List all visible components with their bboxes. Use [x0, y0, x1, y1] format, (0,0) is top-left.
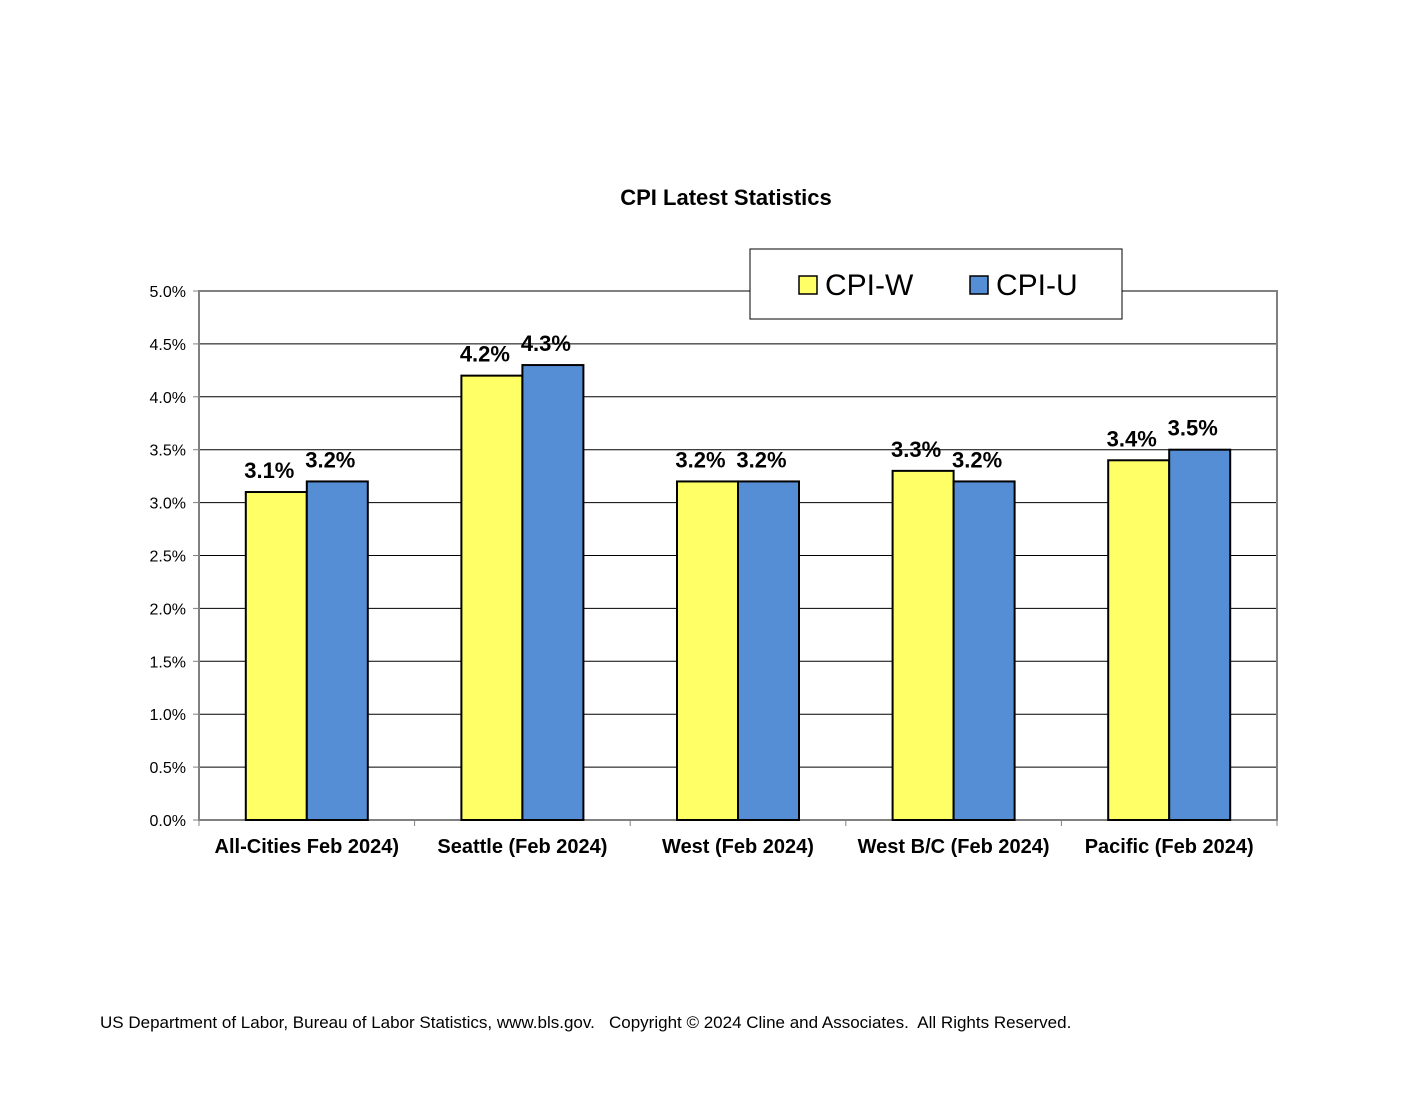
legend-swatch-cpi-u [969, 275, 989, 295]
data-label: 4.3% [521, 331, 571, 356]
bar-cpi-w [460, 374, 524, 821]
y-tick-label: 3.0% [150, 496, 186, 513]
data-label: 3.2% [675, 447, 725, 472]
bar-cpi-u [1168, 448, 1232, 821]
data-labels: 3.1% 3.2% 4.2% 4.3% 3.2% 3.2% 3.3% 3.2% 3.4% 3.5% [244, 331, 1218, 483]
data-label: 3.2% [736, 447, 786, 472]
bar-cpi-u [952, 480, 1016, 821]
y-tick-label: 5.0% [150, 284, 186, 301]
x-category-label: West (Feb 2024) [662, 836, 814, 858]
bar-cpi-u [305, 480, 369, 821]
bar-cpi-w [244, 491, 308, 821]
y-tick-label: 3.5% [150, 443, 186, 460]
data-label: 3.2% [305, 447, 355, 472]
y-tick-label: 4.0% [150, 390, 186, 407]
bar-cpi-u [521, 364, 585, 821]
y-axis-ticks: 0.0% 0.5% 1.0% 1.5% 2.0% 2.5% 3.0% 3.5% 4.0% 4.5%… [150, 284, 199, 830]
y-tick-label: 1.5% [150, 654, 186, 671]
data-label: 3.4% [1107, 426, 1157, 451]
y-tick-label: 2.0% [150, 601, 186, 618]
y-tick-label: 4.5% [150, 337, 186, 354]
legend-label-cpi-u: CPI-U [996, 269, 1078, 302]
bar-cpi-u [737, 480, 800, 821]
y-tick-label: 0.5% [150, 760, 186, 777]
legend: CPI-W CPI-U [749, 248, 1123, 320]
bar-cpi-w [891, 469, 955, 821]
x-category-label: Pacific (Feb 2024) [1085, 836, 1254, 858]
footer-source: US Department of Labor, Bureau of Labor … [100, 1013, 1072, 1032]
bar-cpi-w [676, 480, 739, 821]
data-label: 3.2% [952, 447, 1002, 472]
x-category-label: Seattle (Feb 2024) [437, 836, 607, 858]
bars [244, 364, 1232, 821]
data-label: 3.5% [1168, 416, 1218, 441]
legend-swatch-cpi-w [798, 275, 818, 295]
legend-box [749, 248, 1123, 320]
category-labels: All-Cities Feb 2024) Seattle (Feb 2024) We… [215, 836, 1254, 858]
y-tick-label: 2.5% [150, 549, 186, 566]
data-label: 4.2% [460, 342, 510, 367]
chart-title: CPI Latest Statistics [620, 185, 832, 210]
x-axis-ticks [198, 820, 1278, 826]
legend-label-cpi-w: CPI-W [825, 269, 914, 302]
x-category-label: West B/C (Feb 2024) [858, 836, 1050, 858]
data-label: 3.1% [244, 458, 294, 483]
y-tick-label: 1.0% [150, 707, 186, 724]
bar-cpi-w [1107, 459, 1171, 821]
x-category-label: All-Cities Feb 2024) [215, 836, 400, 858]
y-tick-label: 0.0% [150, 813, 186, 830]
data-label: 3.3% [891, 437, 941, 462]
